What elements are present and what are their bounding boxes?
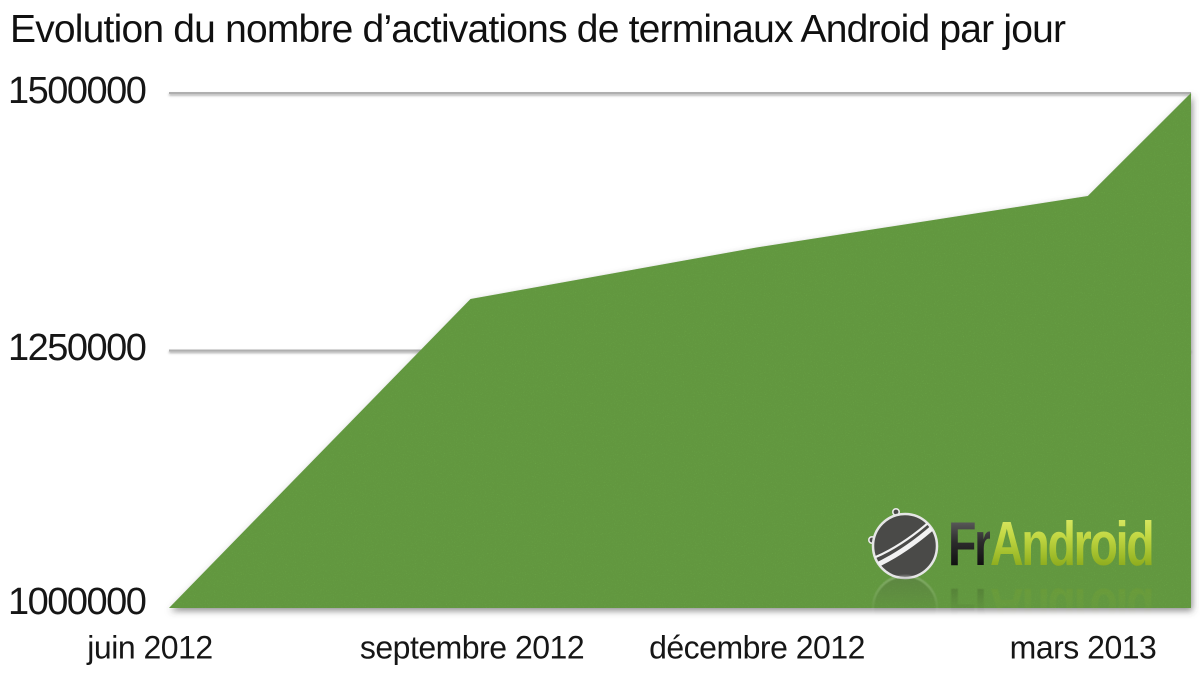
chart-title: Evolution du nombre d’activations de ter…: [10, 8, 1066, 51]
frandroid-logo-text: Fr Android: [948, 510, 1155, 579]
x-tick-label-decembre-2012: décembre 2012: [649, 629, 865, 666]
frandroid-logo: Fr Android: [866, 506, 1200, 584]
frandroid-globe-icon: [866, 507, 942, 583]
logo-text-fr: Fr: [948, 510, 992, 579]
y-tick-label-1500000: 1500000: [8, 69, 147, 112]
x-tick-label-mars-2013: mars 2013: [1009, 629, 1157, 666]
x-tick-label-juin-2012: juin 2012: [87, 629, 213, 666]
y-tick-label-1000000: 1000000: [8, 580, 147, 623]
frandroid-watermark: Fr Android Fr Android: [866, 506, 1200, 648]
logo-text-android: Android: [990, 510, 1155, 579]
x-tick-label-septembre-2012: septembre 2012: [359, 629, 585, 666]
frandroid-globe-reflection-icon: [866, 571, 942, 647]
y-tick-label-1250000: 1250000: [8, 326, 147, 369]
frandroid-logo-reflection: Fr Android: [866, 570, 1200, 648]
area-grain-texture: [169, 93, 1191, 608]
